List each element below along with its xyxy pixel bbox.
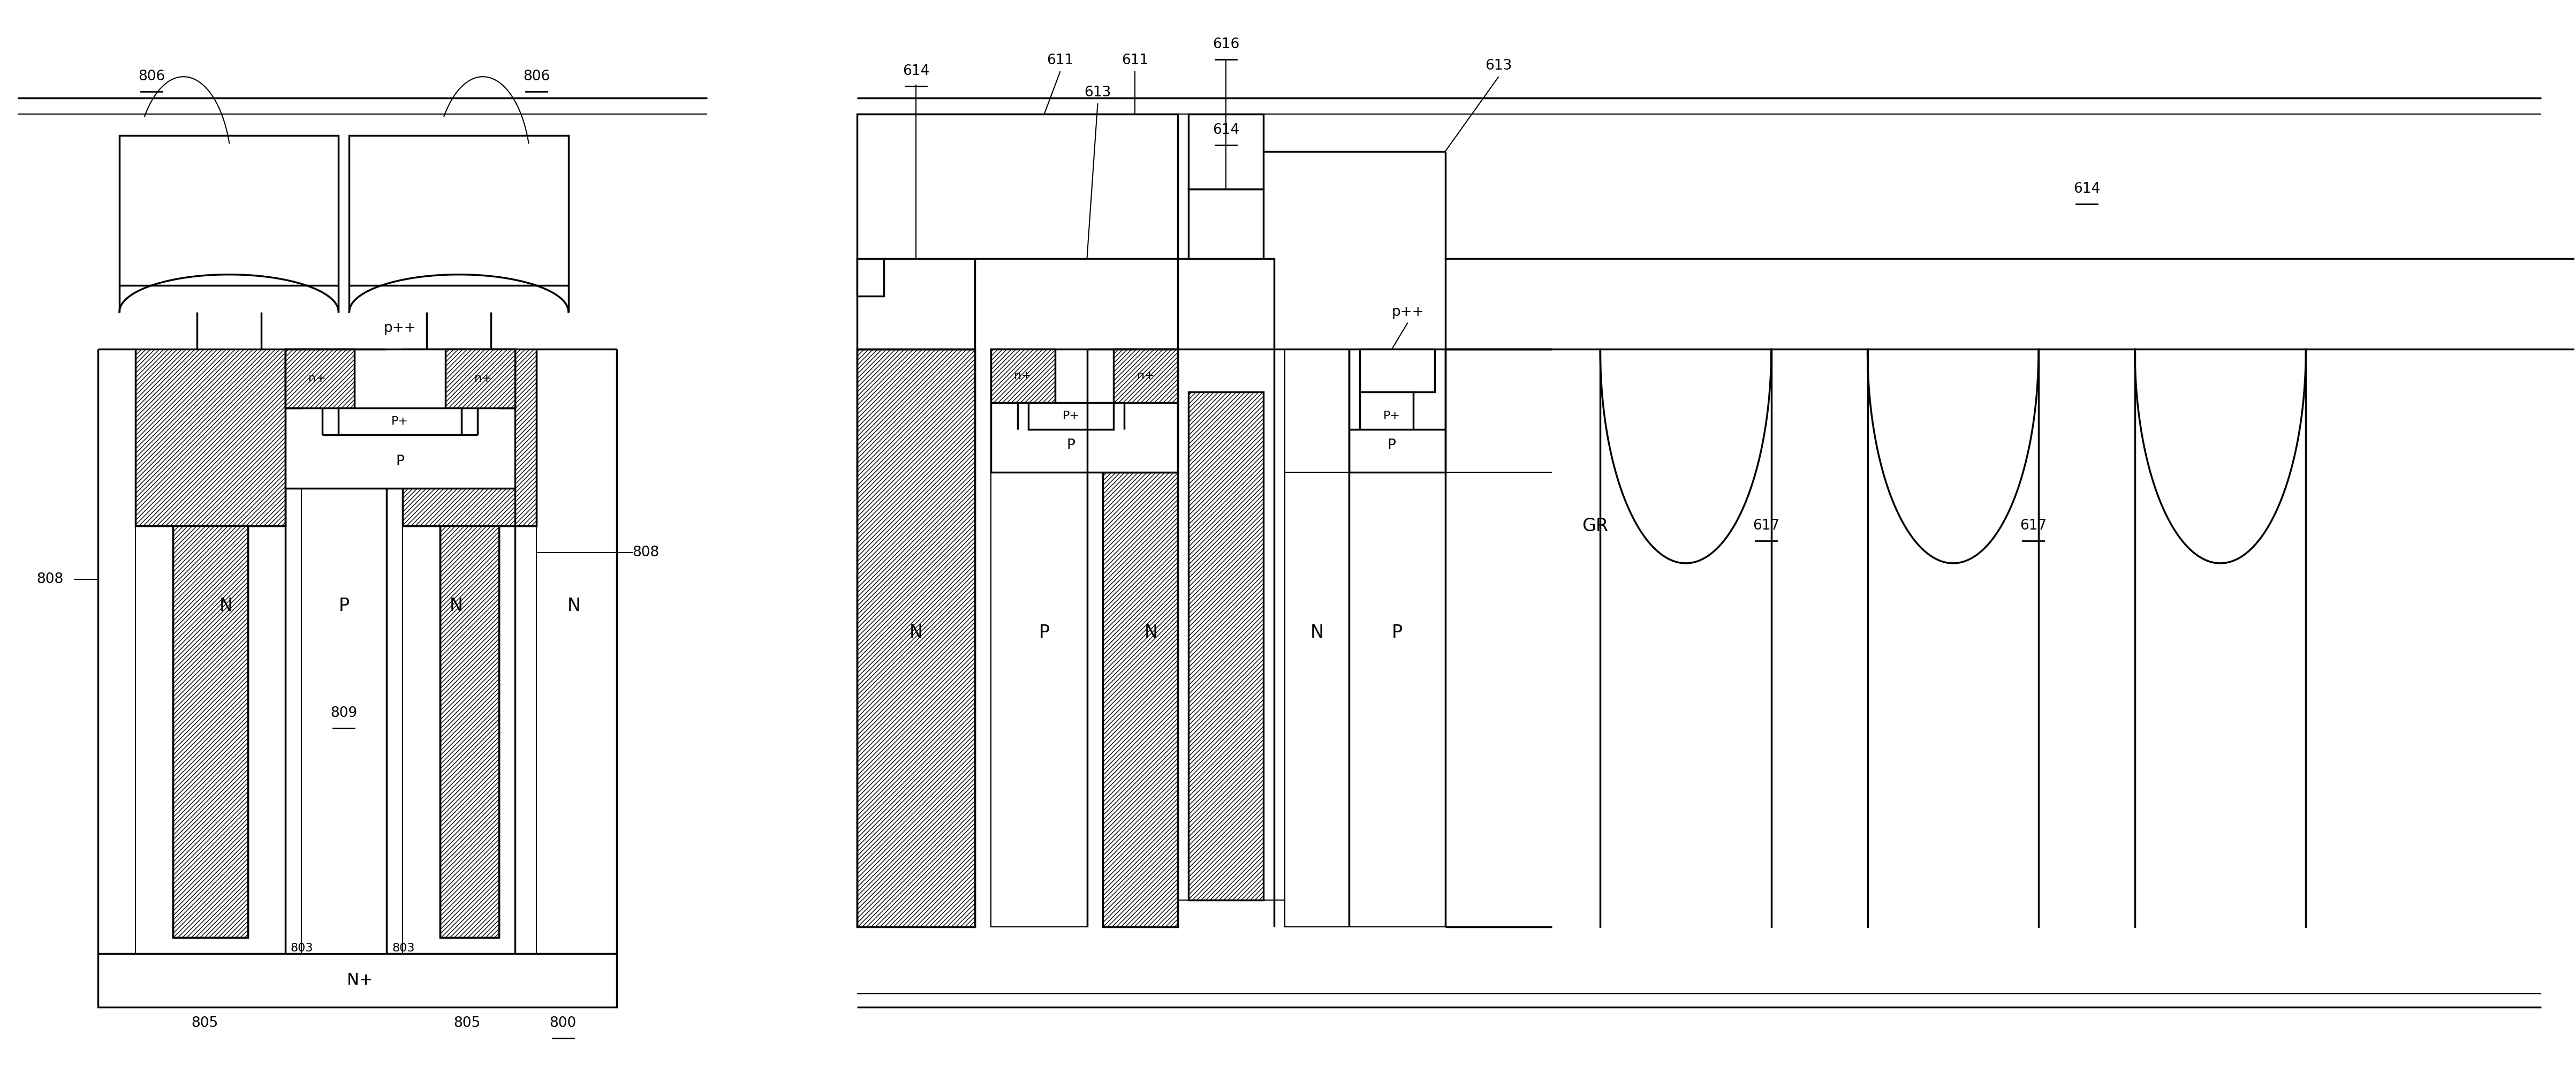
Text: N: N [448,597,464,615]
Text: GR: GR [1582,517,1607,534]
Bar [137,349,286,526]
Text: P: P [1038,623,1048,642]
Text: 611: 611 [1121,53,1149,67]
Bar [858,349,974,927]
Bar [1188,114,1262,189]
Text: 613: 613 [1486,59,1512,73]
Text: 617: 617 [1752,519,1780,533]
Bar [1177,259,1275,349]
Text: 614: 614 [2074,182,2099,196]
Text: p++: p++ [1391,305,1425,319]
Text: N: N [1311,623,1324,642]
Text: 808: 808 [36,572,64,586]
Bar [301,489,386,953]
Text: P: P [1388,438,1396,453]
Text: 617: 617 [2020,519,2048,533]
Text: N+: N+ [348,973,374,988]
Bar [1350,349,1445,472]
Text: N: N [909,623,922,642]
Text: P+: P+ [1383,411,1401,421]
Text: 611: 611 [1046,53,1074,67]
Bar [858,114,1177,259]
Text: 614: 614 [1213,123,1239,137]
Text: 616: 616 [1213,38,1239,51]
Bar [1188,189,1262,259]
Bar [1285,472,1350,927]
Text: 805: 805 [453,1016,479,1030]
Text: 805: 805 [191,1016,219,1030]
Text: P: P [337,597,350,615]
Text: P+: P+ [1061,411,1079,421]
Text: N: N [219,597,232,615]
Bar [992,472,1087,927]
Text: 809: 809 [330,706,358,720]
Text: n+: n+ [1136,371,1154,382]
Text: 614: 614 [902,64,930,78]
Bar [1113,349,1177,403]
Bar [1350,472,1445,927]
Text: P: P [1066,438,1074,453]
Bar [446,349,515,408]
Bar [1103,472,1177,927]
Text: 806: 806 [523,70,549,84]
Bar [402,349,536,526]
Bar [1188,392,1262,900]
Text: 613: 613 [1084,86,1110,100]
Text: 803: 803 [291,943,314,953]
Bar [286,349,515,489]
Text: 808: 808 [634,545,659,559]
Text: 806: 806 [139,70,165,84]
Bar [1445,259,2576,349]
Bar [1360,392,1414,430]
Text: n+: n+ [1015,371,1030,382]
Bar [337,408,461,435]
Text: N: N [567,597,580,615]
Bar [118,136,337,285]
Text: N+: N+ [348,973,374,988]
Text: P+: P+ [392,417,410,426]
Bar [286,349,355,408]
Text: 803: 803 [392,943,415,953]
Text: n+: n+ [474,373,492,384]
Bar [350,136,569,285]
Text: p++: p++ [384,321,417,335]
Text: N: N [1144,623,1157,642]
Bar [173,526,247,938]
Bar [98,953,616,1007]
Text: P: P [397,455,404,469]
Bar [858,259,884,296]
Bar [992,349,1177,472]
Bar [858,259,974,349]
Text: n+: n+ [309,373,327,384]
Text: P: P [1391,623,1401,642]
Bar [1028,403,1113,430]
Bar [992,349,1056,403]
Bar [440,526,500,938]
Bar [1360,349,1435,392]
Text: 800: 800 [549,1016,577,1030]
